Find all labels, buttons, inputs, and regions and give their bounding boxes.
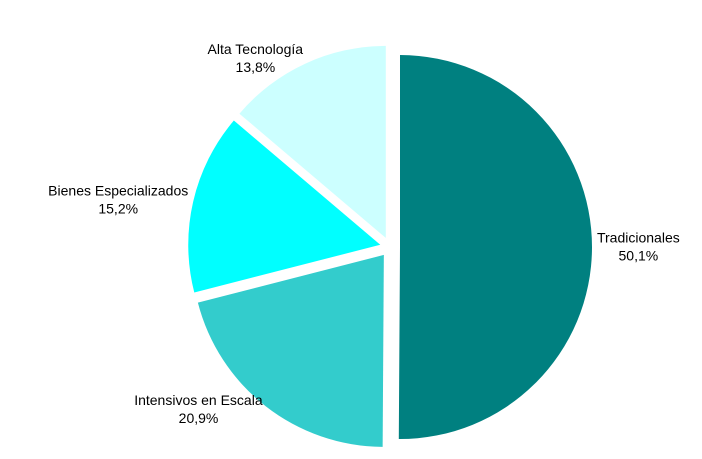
slice-label: Bienes Especializados (48, 182, 188, 198)
pie-slice (188, 120, 381, 293)
slice-label: Tradicionales (597, 229, 680, 245)
slice-value-label: 50,1% (619, 247, 659, 263)
slice-value-label: 15,2% (98, 200, 138, 216)
slice-value-label: 20,9% (179, 410, 219, 426)
pie-slice (398, 55, 592, 440)
slice-value-label: 13,8% (236, 59, 276, 75)
slice-label: Intensivos en Escala (134, 392, 263, 408)
pie-slice (239, 45, 386, 238)
pie-slice (197, 254, 384, 447)
slice-label: Alta Tecnología (208, 41, 304, 57)
